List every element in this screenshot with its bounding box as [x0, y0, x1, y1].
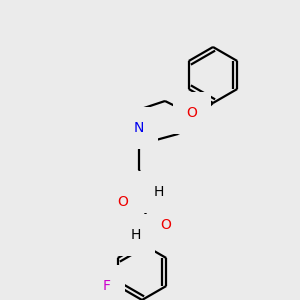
Text: N: N [145, 185, 155, 199]
Text: N: N [123, 228, 133, 242]
Text: O: O [187, 106, 197, 120]
Text: H: H [154, 185, 164, 199]
Text: O: O [118, 195, 128, 209]
Text: N: N [134, 121, 144, 135]
Text: F: F [103, 279, 111, 293]
Text: H: H [131, 228, 141, 242]
Text: O: O [160, 218, 171, 232]
